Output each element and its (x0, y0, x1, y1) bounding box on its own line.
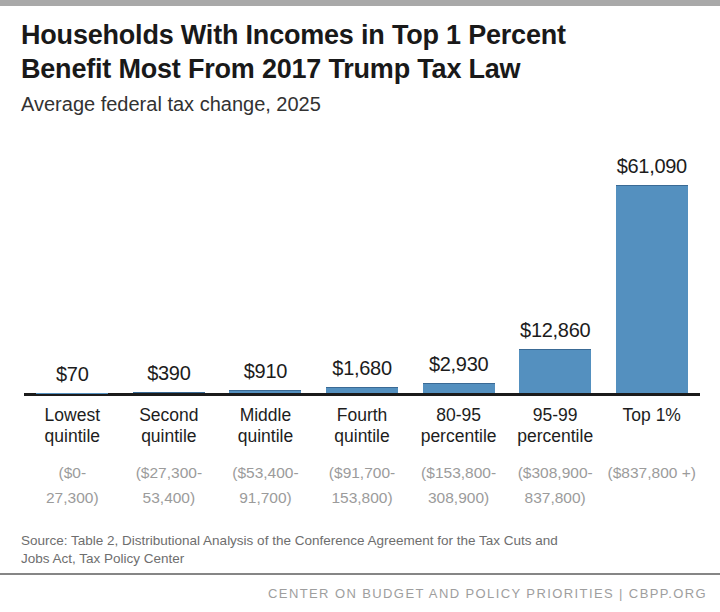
category-name-top-1: Top 1% (603, 405, 700, 447)
x-axis-label-top-1: Top 1% ($837,800 +) (603, 405, 700, 510)
category-name-fourth-quintile: Fourthquintile (314, 405, 411, 447)
bar-value-label-95-99-percentile: $12,860 (520, 319, 590, 342)
x-axis-label-95-99-percentile: 95-99percentile ($308,900-837,800) (507, 405, 604, 510)
x-axis-label-lowest-quintile: Lowestquintile ($0-27,300) (24, 405, 121, 510)
bar-middle-quintile (229, 390, 301, 393)
bar-value-label-middle-quintile: $910 (244, 360, 287, 383)
bar-second-quintile (133, 392, 205, 393)
bar-value-label-lowest-quintile: $70 (56, 363, 88, 386)
income-range-middle-quintile: ($53,400-91,700) (217, 460, 314, 510)
bar-value-label-second-quintile: $390 (147, 362, 190, 385)
income-range-fourth-quintile: ($91,700-153,800) (314, 460, 411, 510)
title-line-1: Households With Incomes in Top 1 Percent (21, 20, 566, 50)
x-axis-label-80-95-percentile: 80-95percentile ($153,800-308,900) (410, 405, 507, 510)
category-name-95-99-percentile: 95-99percentile (507, 405, 604, 447)
x-axis-label-fourth-quintile: Fourthquintile ($91,700-153,800) (314, 405, 411, 510)
income-range-95-99-percentile: ($308,900-837,800) (507, 460, 604, 510)
source-note: Source: Table 2, Distributional Analysis… (21, 532, 700, 568)
bar-chart: $70 $390 $910 $1,680 $2,930 $12,860 $61,090 (24, 148, 700, 396)
title-line-2: Benefit Most From 2017 Trump Tax Law (21, 54, 520, 84)
bar-column-fourth-quintile: $1,680 (314, 357, 411, 393)
income-range-second-quintile: ($27,300-53,400) (121, 460, 218, 510)
category-name-middle-quintile: Middlequintile (217, 405, 314, 447)
page-title: Households With Incomes in Top 1 Percent… (21, 6, 700, 86)
footer-branding: CENTER ON BUDGET AND POLICY PRIORITIES |… (0, 586, 720, 601)
bar-column-top-1: $61,090 (603, 155, 700, 393)
income-range-lowest-quintile: ($0-27,300) (24, 460, 121, 510)
bar-95-99-percentile (519, 349, 591, 393)
income-range-top-1: ($837,800 +) (603, 460, 700, 485)
bar-column-middle-quintile: $910 (217, 360, 314, 393)
bar-column-lowest-quintile: $70 (24, 363, 121, 393)
category-name-80-95-percentile: 80-95percentile (410, 405, 507, 447)
x-axis-labels: Lowestquintile ($0-27,300)Secondquintile (… (24, 396, 700, 510)
chart-subtitle: Average federal tax change, 2025 (21, 92, 700, 116)
bar-value-label-80-95-percentile: $2,930 (429, 353, 488, 376)
category-name-second-quintile: Secondquintile (121, 405, 218, 447)
income-range-80-95-percentile: ($153,800-308,900) (410, 460, 507, 510)
bar-column-95-99-percentile: $12,860 (507, 319, 604, 393)
source-line-1: Source: Table 2, Distributional Analysis… (21, 533, 558, 548)
bar-column-second-quintile: $390 (121, 362, 218, 393)
bar-value-label-fourth-quintile: $1,680 (332, 357, 391, 380)
source-line-2: Jobs Act, Tax Policy Center (21, 551, 184, 566)
bar-value-label-top-1: $61,090 (617, 155, 687, 178)
bar-fourth-quintile (326, 387, 398, 393)
x-axis-label-second-quintile: Secondquintile ($27,300-53,400) (121, 405, 218, 510)
bar-column-80-95-percentile: $2,930 (410, 353, 507, 393)
category-name-lowest-quintile: Lowestquintile (24, 405, 121, 447)
bar-80-95-percentile (423, 383, 495, 393)
footer-divider (0, 573, 720, 575)
x-axis-label-middle-quintile: Middlequintile ($53,400-91,700) (217, 405, 314, 510)
bar-top-1 (616, 185, 688, 393)
page-content: Households With Incomes in Top 1 Percent… (0, 6, 720, 568)
